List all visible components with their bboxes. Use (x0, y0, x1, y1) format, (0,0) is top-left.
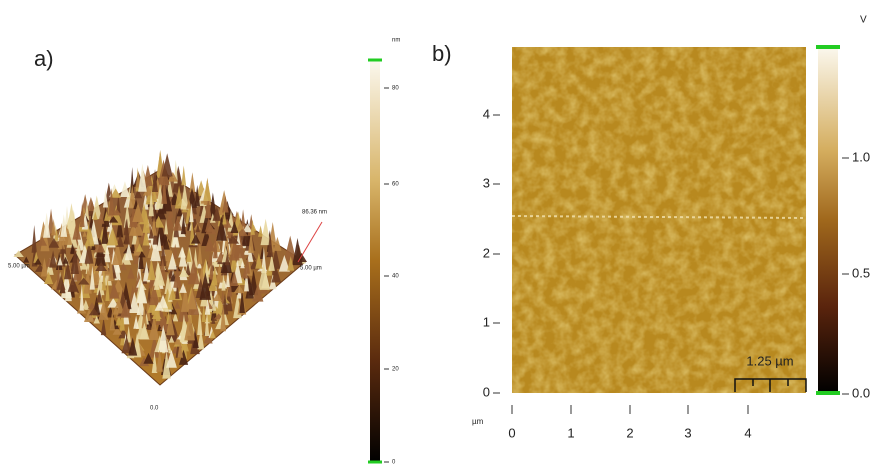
y-tick-label: 2 (483, 245, 490, 260)
colorbar-unit: V (860, 15, 867, 26)
colorbar-tick-label: 1.0 (852, 149, 870, 164)
y-extent-label: 5.00 µm (300, 266, 322, 272)
surface-peak (189, 172, 195, 192)
z-axis (298, 222, 322, 262)
y-tick-label: 1 (483, 314, 490, 329)
colorbar-tick-label: 0.5 (852, 265, 870, 280)
surface-peak (67, 203, 76, 228)
surface-peak (258, 225, 263, 236)
page: a) 5.00 µm 5.00 µm 86.36 nm 0.0 nm 80 60 4… (0, 0, 882, 464)
y-tick-label: 0 (483, 384, 490, 399)
x-extent-label: 5.00 µm (8, 264, 30, 270)
surface-3d (13, 150, 307, 385)
scale-bar-label: 1.25 µm (746, 353, 793, 368)
origin-label: 0.0 (150, 406, 159, 412)
z-max-label: 86.36 nm (302, 210, 327, 216)
colorbar-tick-label: 60 (392, 182, 399, 188)
x-tick-label: 4 (744, 425, 751, 440)
colorbar-tick-label: 0 (392, 460, 396, 464)
surface-peak (181, 166, 186, 186)
panel-label: b) (432, 41, 452, 66)
colorbar-tick-label: 40 (392, 274, 399, 280)
colorbar (370, 60, 380, 462)
x-tick-label: 2 (626, 425, 633, 440)
y-tick-label: 4 (483, 106, 490, 121)
colorbar-tick-label: 80 (392, 86, 399, 92)
afm-texture (512, 47, 806, 393)
figure: a) 5.00 µm 5.00 µm 86.36 nm 0.0 nm 80 60 4… (0, 0, 882, 464)
x-tick-label: 0 (508, 425, 515, 440)
x-tick-label: 3 (684, 425, 691, 440)
x-unit: µm (472, 417, 484, 426)
colorbar (818, 47, 838, 393)
colorbar-tick-label: 0.0 (852, 385, 870, 400)
surface-peak (203, 179, 211, 201)
y-tick-label: 3 (483, 175, 490, 190)
x-tick-label: 1 (567, 425, 574, 440)
colorbar-unit: nm (392, 38, 400, 44)
colorbar-tick-label: 20 (392, 367, 399, 373)
panel-label: a) (34, 46, 54, 71)
